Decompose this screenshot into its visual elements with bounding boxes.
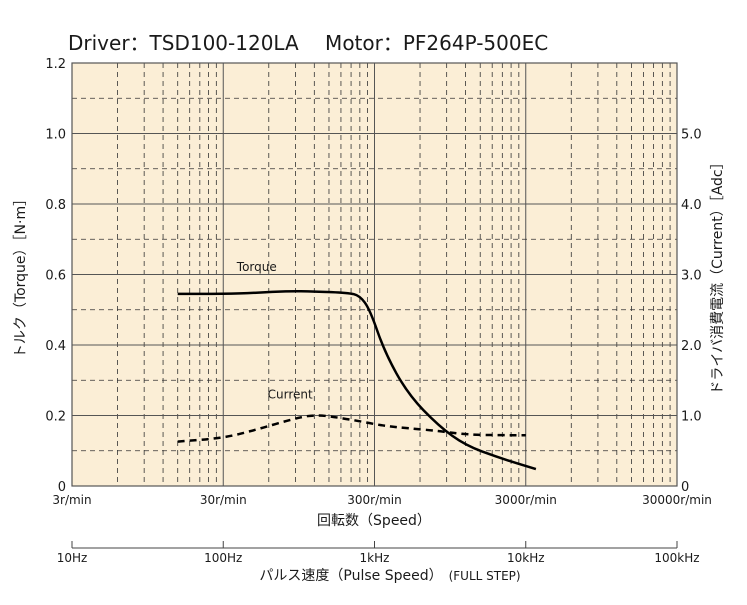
x-tick-label: 30000r/min	[642, 493, 712, 507]
pulse-axis-title: パルス速度（Pulse Speed） (FULL STEP)	[259, 568, 520, 584]
y-tick-label-right: 5.0	[681, 128, 702, 143]
series-label-current: Current	[268, 387, 313, 401]
y-tick-label-left: 0	[58, 480, 66, 495]
pulse-axis-tick-label: 1kHz	[360, 551, 390, 565]
series-line-current	[177, 414, 526, 443]
pulse-axis-tick-label: 100Hz	[204, 551, 242, 565]
x-axis-title: 回転数（Speed）	[317, 513, 431, 529]
x-tick-label: 300r/min	[347, 493, 402, 507]
y-tick-label-left: 0.8	[45, 198, 66, 213]
y-tick-label-left: 0.4	[45, 339, 66, 354]
y-tick-label-left: 0.2	[45, 410, 66, 425]
series-line-torque	[177, 289, 537, 471]
y-tick-label-right: 1.0	[681, 410, 702, 425]
pulse-axis-tick-label: 100kHz	[654, 551, 699, 565]
y-axis-title-right: ドライバ消費電流（Current）［Adc］	[710, 155, 726, 394]
y-tick-label-right: 0	[681, 480, 689, 495]
series-label-torque: Torque	[236, 260, 277, 274]
y-tick-label-right: 4.0	[681, 198, 702, 213]
chart-title: Driver：TSD100-120LA Motor：PF264P-500EC	[68, 31, 548, 55]
x-tick-label: 3000r/min	[495, 493, 557, 507]
y-tick-label-right: 3.0	[681, 269, 702, 284]
y-tick-label-left: 1.0	[45, 128, 66, 143]
x-tick-label: 3r/min	[52, 493, 91, 507]
y-tick-label-right: 2.0	[681, 339, 702, 354]
y-axis-title-left: トルク（Torque）［N·m］	[13, 192, 29, 358]
x-tick-label: 30r/min	[200, 493, 247, 507]
y-tick-label-left: 1.2	[45, 57, 66, 72]
plot-frame	[71, 62, 678, 487]
pulse-axis-tick-label: 10kHz	[507, 551, 545, 565]
pulse-axis-tick-label: 10Hz	[57, 551, 88, 565]
y-tick-label-left: 0.6	[45, 269, 66, 284]
